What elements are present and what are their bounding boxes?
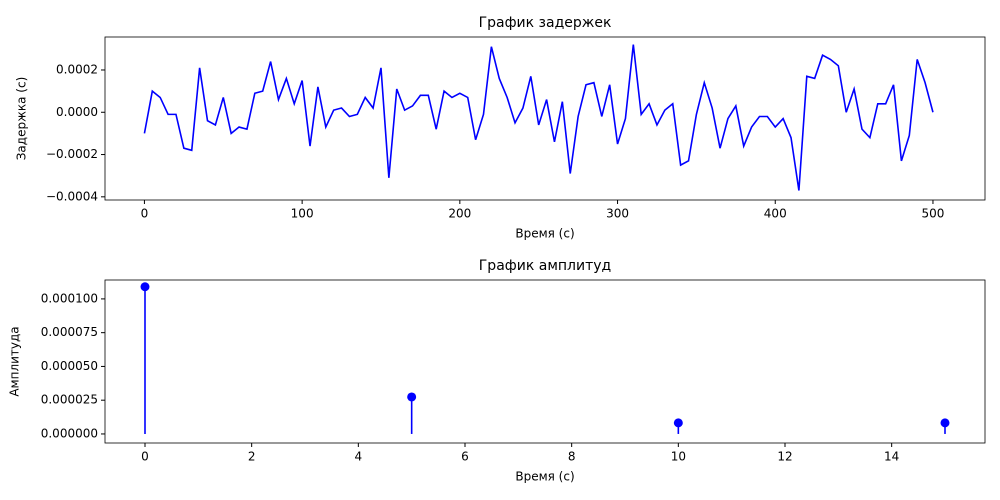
stem-marker: [140, 282, 150, 292]
y-axis-label: Амплитуда: [8, 326, 22, 396]
x-axis-label: Время (с): [515, 227, 574, 241]
x-tick-label: 10: [671, 450, 686, 464]
x-tick-label: 4: [355, 450, 363, 464]
chart-title: График амплитуд: [479, 258, 611, 274]
x-tick-label: 400: [764, 207, 787, 221]
x-tick-label: 100: [291, 207, 314, 221]
x-tick-label: 8: [568, 450, 576, 464]
plot-frame: [104, 279, 986, 444]
x-tick-label: 500: [922, 207, 945, 221]
y-tick-label: −0.0004: [46, 189, 98, 203]
x-tick-label: 14: [884, 450, 899, 464]
chart-title: График задержек: [479, 15, 612, 31]
stem-marker: [940, 418, 950, 428]
x-tick-label: 300: [606, 207, 629, 221]
y-tick-label: 0.000075: [41, 325, 98, 339]
x-axis-label: Время (с): [515, 470, 574, 484]
stem-marker: [673, 418, 683, 428]
x-tick-label: 200: [448, 207, 471, 221]
x-tick-label: 0: [141, 450, 149, 464]
x-tick-label: 6: [461, 450, 469, 464]
y-tick-label: 0.000025: [41, 393, 98, 407]
x-tick-label: 12: [777, 450, 792, 464]
x-tick-label: 2: [248, 450, 256, 464]
y-tick-label: 0.000100: [41, 291, 98, 305]
y-tick-label: −0.0002: [46, 147, 98, 161]
y-tick-label: 0.000050: [41, 359, 98, 373]
y-tick-label: 0.0002: [56, 62, 98, 76]
y-tick-label: 0.0000: [56, 105, 98, 119]
data-line: [143, 44, 934, 191]
stem-marker: [407, 392, 417, 402]
plot-frame: [104, 36, 986, 201]
x-tick-label: 0: [141, 207, 149, 221]
y-axis-label: Задержка (с): [15, 77, 29, 161]
y-tick-label: 0.000000: [41, 426, 98, 440]
